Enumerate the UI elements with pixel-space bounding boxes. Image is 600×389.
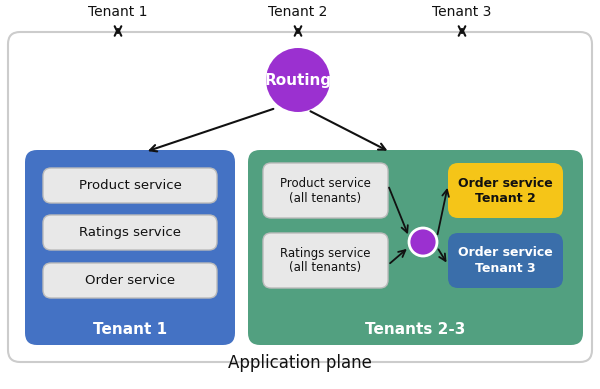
- Text: Tenant 1: Tenant 1: [93, 321, 167, 336]
- FancyBboxPatch shape: [43, 215, 217, 250]
- Text: Tenant 2: Tenant 2: [268, 5, 328, 19]
- FancyBboxPatch shape: [8, 32, 592, 362]
- FancyBboxPatch shape: [448, 233, 563, 288]
- Text: Tenant 3: Tenant 3: [433, 5, 491, 19]
- Text: Tenant 1: Tenant 1: [88, 5, 148, 19]
- FancyBboxPatch shape: [43, 168, 217, 203]
- FancyBboxPatch shape: [25, 150, 235, 345]
- Text: Order service
Tenant 2: Order service Tenant 2: [458, 177, 553, 205]
- FancyBboxPatch shape: [248, 150, 583, 345]
- Text: Product service
(all tenants): Product service (all tenants): [280, 177, 371, 205]
- Text: Product service: Product service: [79, 179, 181, 192]
- Text: Ratings service
(all tenants): Ratings service (all tenants): [280, 247, 371, 275]
- Text: Routing: Routing: [265, 72, 332, 88]
- Text: Ratings service: Ratings service: [79, 226, 181, 239]
- FancyBboxPatch shape: [263, 233, 388, 288]
- Text: Order service
Tenant 3: Order service Tenant 3: [458, 247, 553, 275]
- Text: Tenants 2-3: Tenants 2-3: [365, 321, 466, 336]
- Circle shape: [266, 48, 330, 112]
- FancyBboxPatch shape: [263, 163, 388, 218]
- FancyBboxPatch shape: [43, 263, 217, 298]
- Text: Order service: Order service: [85, 274, 175, 287]
- Circle shape: [409, 228, 437, 256]
- FancyBboxPatch shape: [448, 163, 563, 218]
- Text: Application plane: Application plane: [228, 354, 372, 372]
